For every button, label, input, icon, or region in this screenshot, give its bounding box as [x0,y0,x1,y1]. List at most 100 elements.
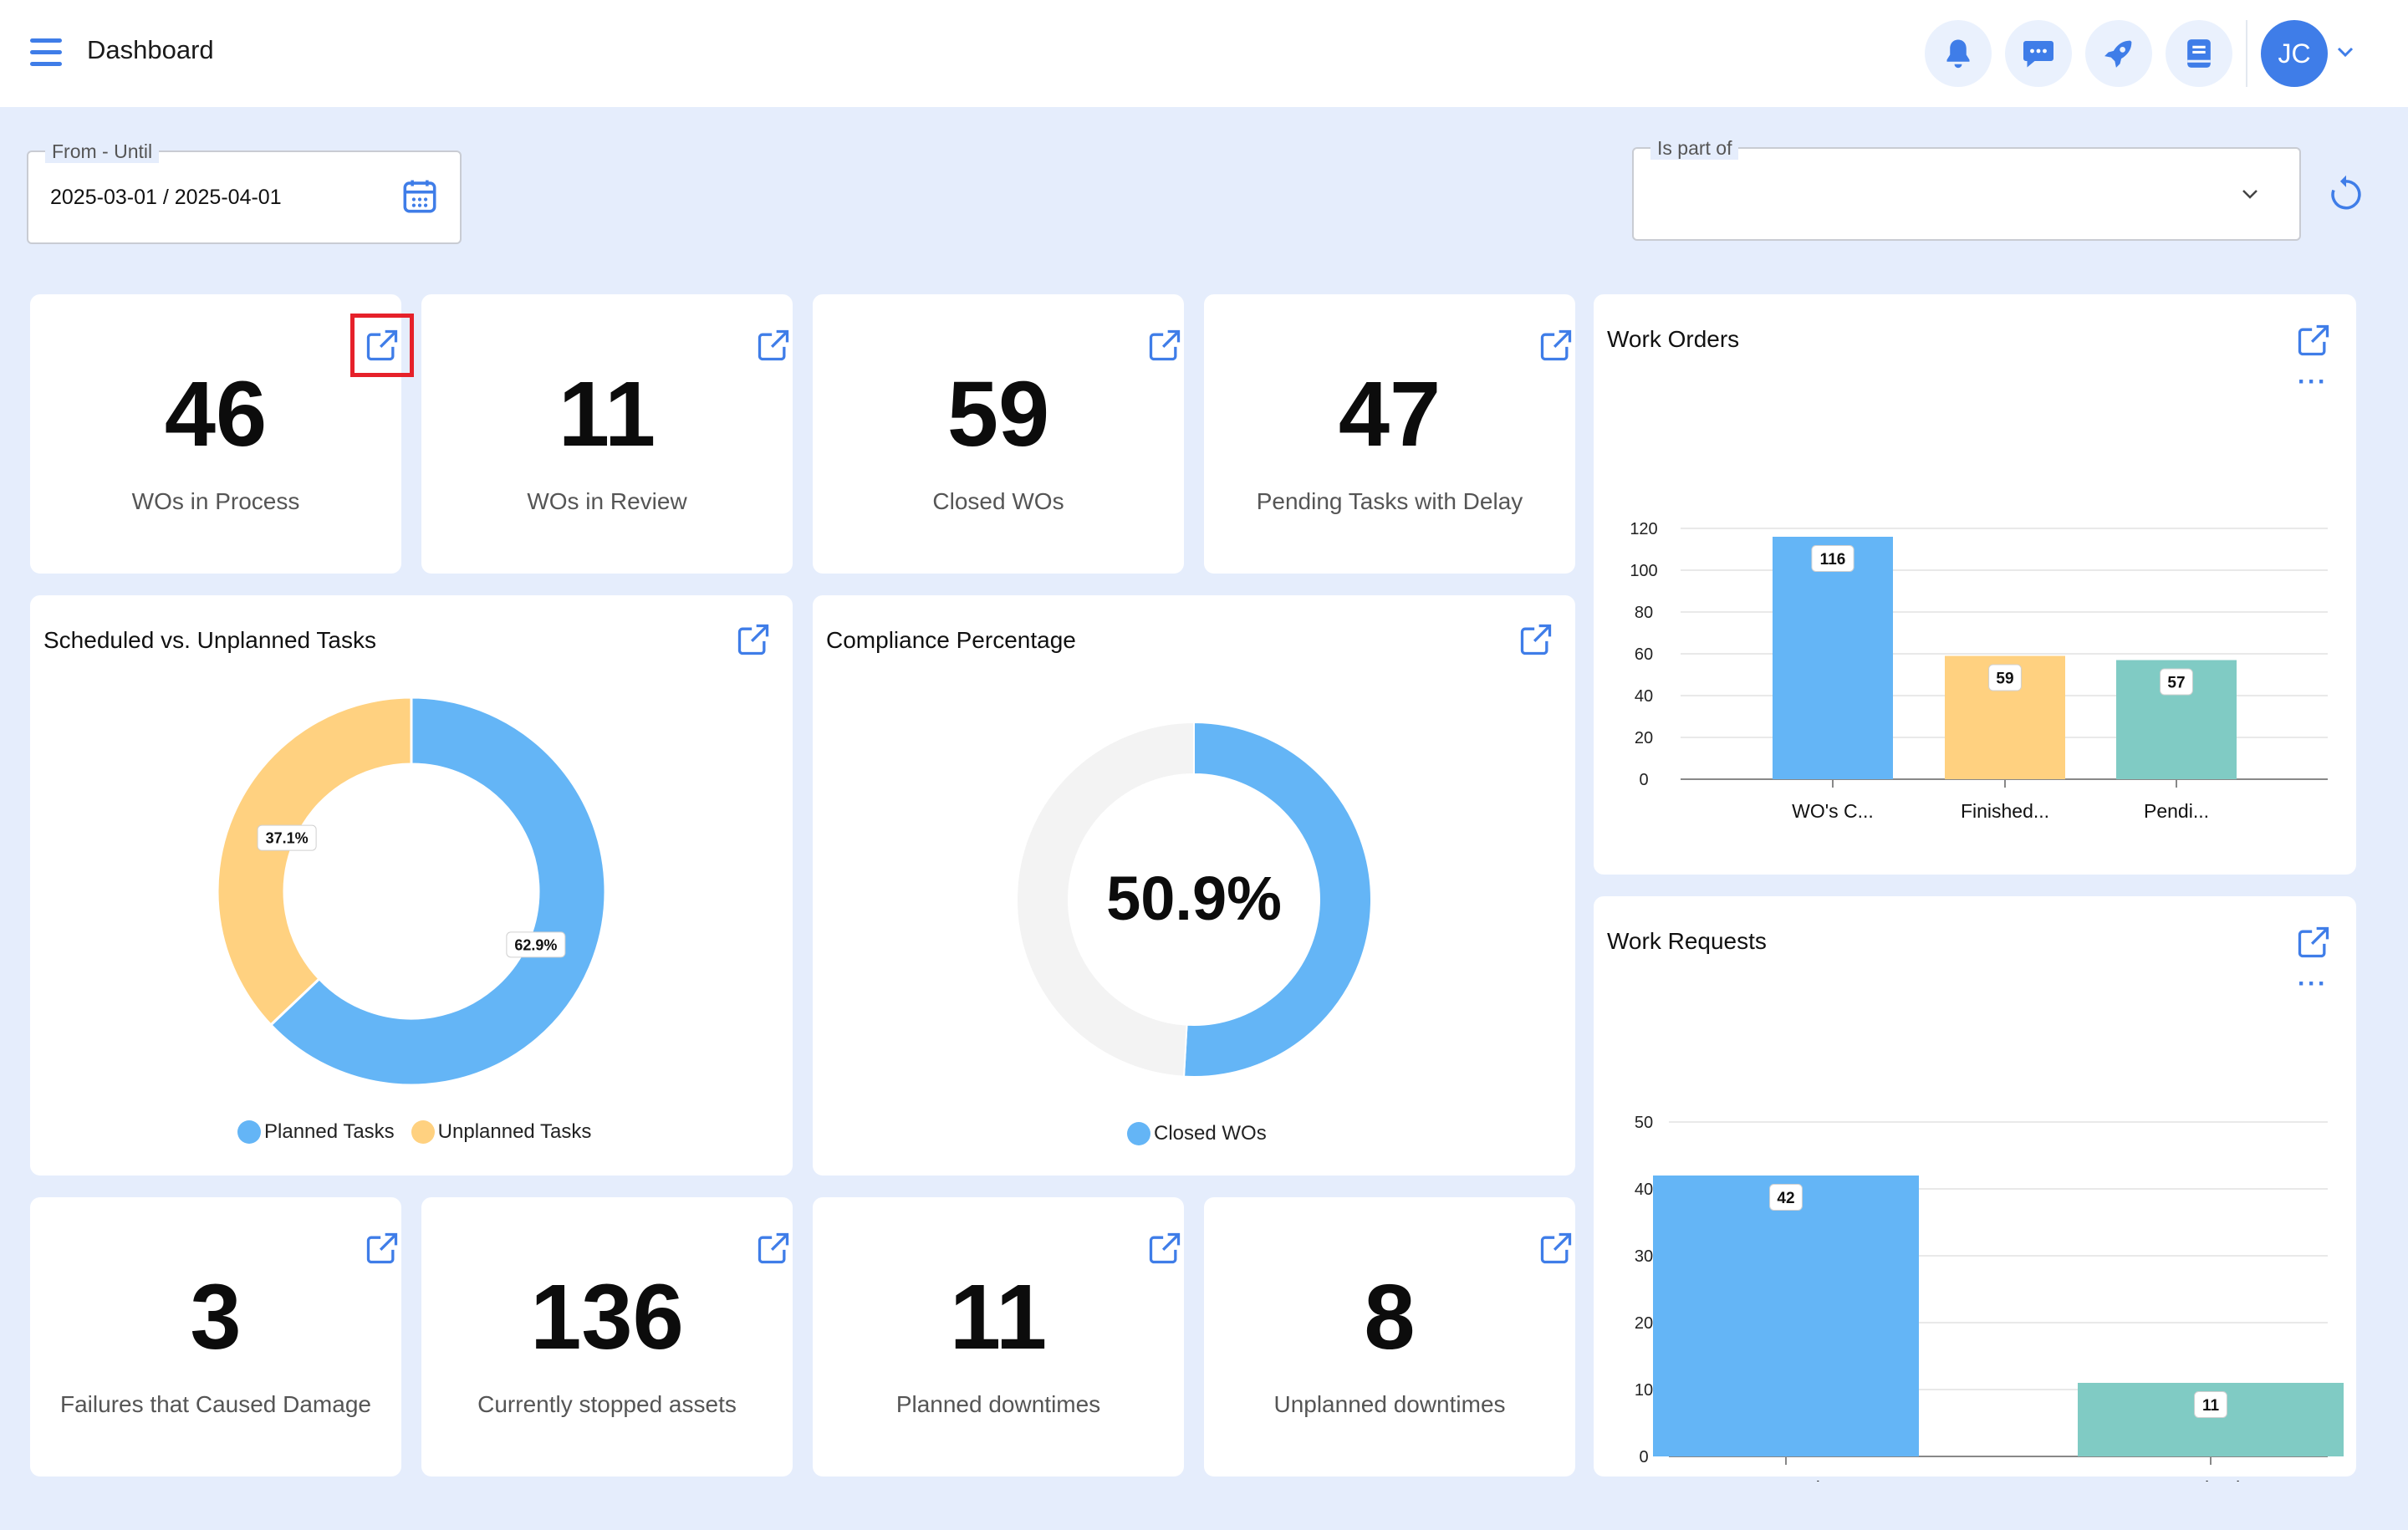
refresh-icon[interactable] [2328,174,2365,212]
card-title: Compliance Percentage [826,627,1076,653]
chat-icon [2023,41,2053,68]
slice-data-label: 37.1% [257,824,317,851]
book-icon [2187,39,2211,68]
svg-text:59: 59 [1996,670,2013,687]
date-range-field[interactable]: From - Until 2025-03-01 / 2025-04-01 [27,140,462,244]
legend-label: Planned Tasks [264,1120,395,1143]
kpi-value: 46 [164,363,268,466]
y-tick-label: 0 [1639,1448,1648,1466]
donut-slice-unplanned[interactable] [216,696,413,1027]
y-tick-label: 20 [1635,1314,1653,1333]
is-part-of-label: Is part of [1650,137,1739,160]
kpi-card-unplanned-downtimes[interactable]: 8 Unplanned downtimes [1204,1197,1575,1476]
svg-text:37.1%: 37.1% [266,830,309,847]
svg-text:57: 57 [2167,674,2185,691]
kpi-card-wos-in-process[interactable]: 46 WOs in Process [30,294,414,574]
kpi-card-closed-wos[interactable]: 59 Closed WOs [813,294,1184,574]
work-orders-card: Work Orders ··· 0 20 40 60 80 100 120 116 WO's C… [1594,294,2356,875]
more-options-icon[interactable]: ··· [2298,970,2328,997]
legend-item-unplanned[interactable]: Unplanned Tasks [411,1120,592,1144]
kpi-card-wos-in-review[interactable]: 11 WOs in Review [421,294,793,574]
external-link-icon[interactable] [754,326,793,365]
notifications-button[interactable] [1925,20,1992,87]
donut-slice-planned[interactable] [268,696,607,1087]
y-tick-label: 120 [1630,520,1657,538]
docs-button[interactable] [2166,20,2232,87]
bar-data-label: 11 [2194,1391,2227,1418]
header-divider [2246,20,2247,87]
y-tick-label: 0 [1639,771,1648,789]
kpi-value: 3 [190,1266,242,1369]
kpi-label: Closed WOs [932,488,1064,514]
x-tick-label: Solved [2181,1477,2240,1482]
kpi-label: WOs in Process [131,488,300,514]
work-orders-bar-chart: 0 20 40 60 80 100 120 116 WO's C... 59 Finished...… [1630,520,2328,822]
kpi-label: Failures that Caused Damage [60,1391,371,1417]
scheduled-vs-unplanned-card: Scheduled vs. Unplanned Tasks 62.9% 37.1%… [30,595,793,1176]
chart-legend: Closed WOs [1127,1122,1283,1145]
external-link-icon[interactable] [1145,326,1184,365]
avatar[interactable]: JC [2261,20,2328,87]
kpi-value: 136 [530,1266,684,1369]
gauge-slice-remaining [1016,721,1195,1078]
launch-button[interactable] [2085,20,2152,87]
external-link-icon[interactable] [2294,923,2333,961]
external-link-icon[interactable] [1517,620,1555,659]
kpi-card-planned-downtimes[interactable]: 11 Planned downtimes [813,1197,1184,1476]
legend-item-planned[interactable]: Planned Tasks [237,1120,395,1144]
rocket-icon [2104,40,2132,68]
y-tick-label: 40 [1635,687,1653,706]
legend-dot [1127,1122,1150,1145]
external-link-icon[interactable] [350,314,414,377]
date-range-value[interactable]: 2025-03-01 / 2025-04-01 [50,186,282,209]
kpi-label: WOs in Review [527,488,687,514]
chat-button[interactable] [2005,20,2072,87]
donut-chart: 62.9% 37.1% [216,696,607,1087]
bar-data-label: 42 [1769,1184,1803,1211]
bar[interactable] [1653,1176,1919,1456]
y-tick-label: 80 [1635,604,1653,622]
y-tick-label: 50 [1635,1114,1653,1132]
y-tick-label: 100 [1630,562,1657,580]
legend-item-closed-wos[interactable]: Closed WOs [1127,1122,1267,1145]
kpi-card-pending-tasks-delay[interactable]: 47 Pending Tasks with Delay [1204,294,1575,574]
bell-icon [1946,39,1970,69]
slice-data-label: 62.9% [506,931,566,958]
page-title: Dashboard [87,35,214,64]
kpi-value: 11 [949,1266,1048,1369]
svg-text:11: 11 [2202,1397,2220,1415]
card-title: Work Orders [1607,326,1740,352]
x-tick-label: Finished... [1961,800,2049,822]
kpi-label: Currently stopped assets [477,1391,737,1417]
is-part-of-select[interactable]: Is part of [1632,137,2301,241]
bar[interactable] [1773,537,1893,779]
chevron-down-icon[interactable] [2336,45,2354,59]
external-link-icon[interactable] [754,1229,793,1267]
external-link-icon[interactable] [734,620,773,659]
external-link-icon[interactable] [1537,1229,1575,1267]
kpi-value: 47 [1338,363,1441,466]
external-link-icon[interactable] [1145,1229,1184,1267]
kpi-card-stopped-assets[interactable]: 136 Currently stopped assets [421,1197,793,1476]
kpi-value: 8 [1364,1266,1416,1369]
work-requests-card: Work Requests ··· 0 10 20 30 40 50 42 Created 11… [1594,896,2356,1482]
gauge-slice-closed[interactable] [1182,721,1372,1078]
external-link-icon[interactable] [363,1229,401,1267]
external-link-icon[interactable] [2294,321,2333,360]
y-tick-label: 40 [1635,1181,1653,1199]
chevron-down-icon[interactable] [2241,187,2259,201]
external-link-icon[interactable] [1537,326,1575,365]
legend-label: Unplanned Tasks [437,1120,592,1143]
svg-text:42: 42 [1777,1190,1794,1207]
menu-icon[interactable] [30,38,62,67]
card-title: Scheduled vs. Unplanned Tasks [43,627,376,653]
bar-data-label: 57 [2160,668,2193,696]
x-tick-label: Pendi... [2144,800,2209,822]
calendar-icon[interactable] [401,177,438,216]
x-tick-label: WO's C... [1792,800,1874,822]
svg-text:62.9%: 62.9% [514,936,557,953]
more-options-icon[interactable]: ··· [2298,368,2328,395]
compliance-card: Compliance Percentage 50.9% Closed WOs [813,595,1575,1176]
y-tick-label: 10 [1635,1381,1653,1400]
kpi-card-failures-damage[interactable]: 3 Failures that Caused Damage [30,1197,401,1476]
